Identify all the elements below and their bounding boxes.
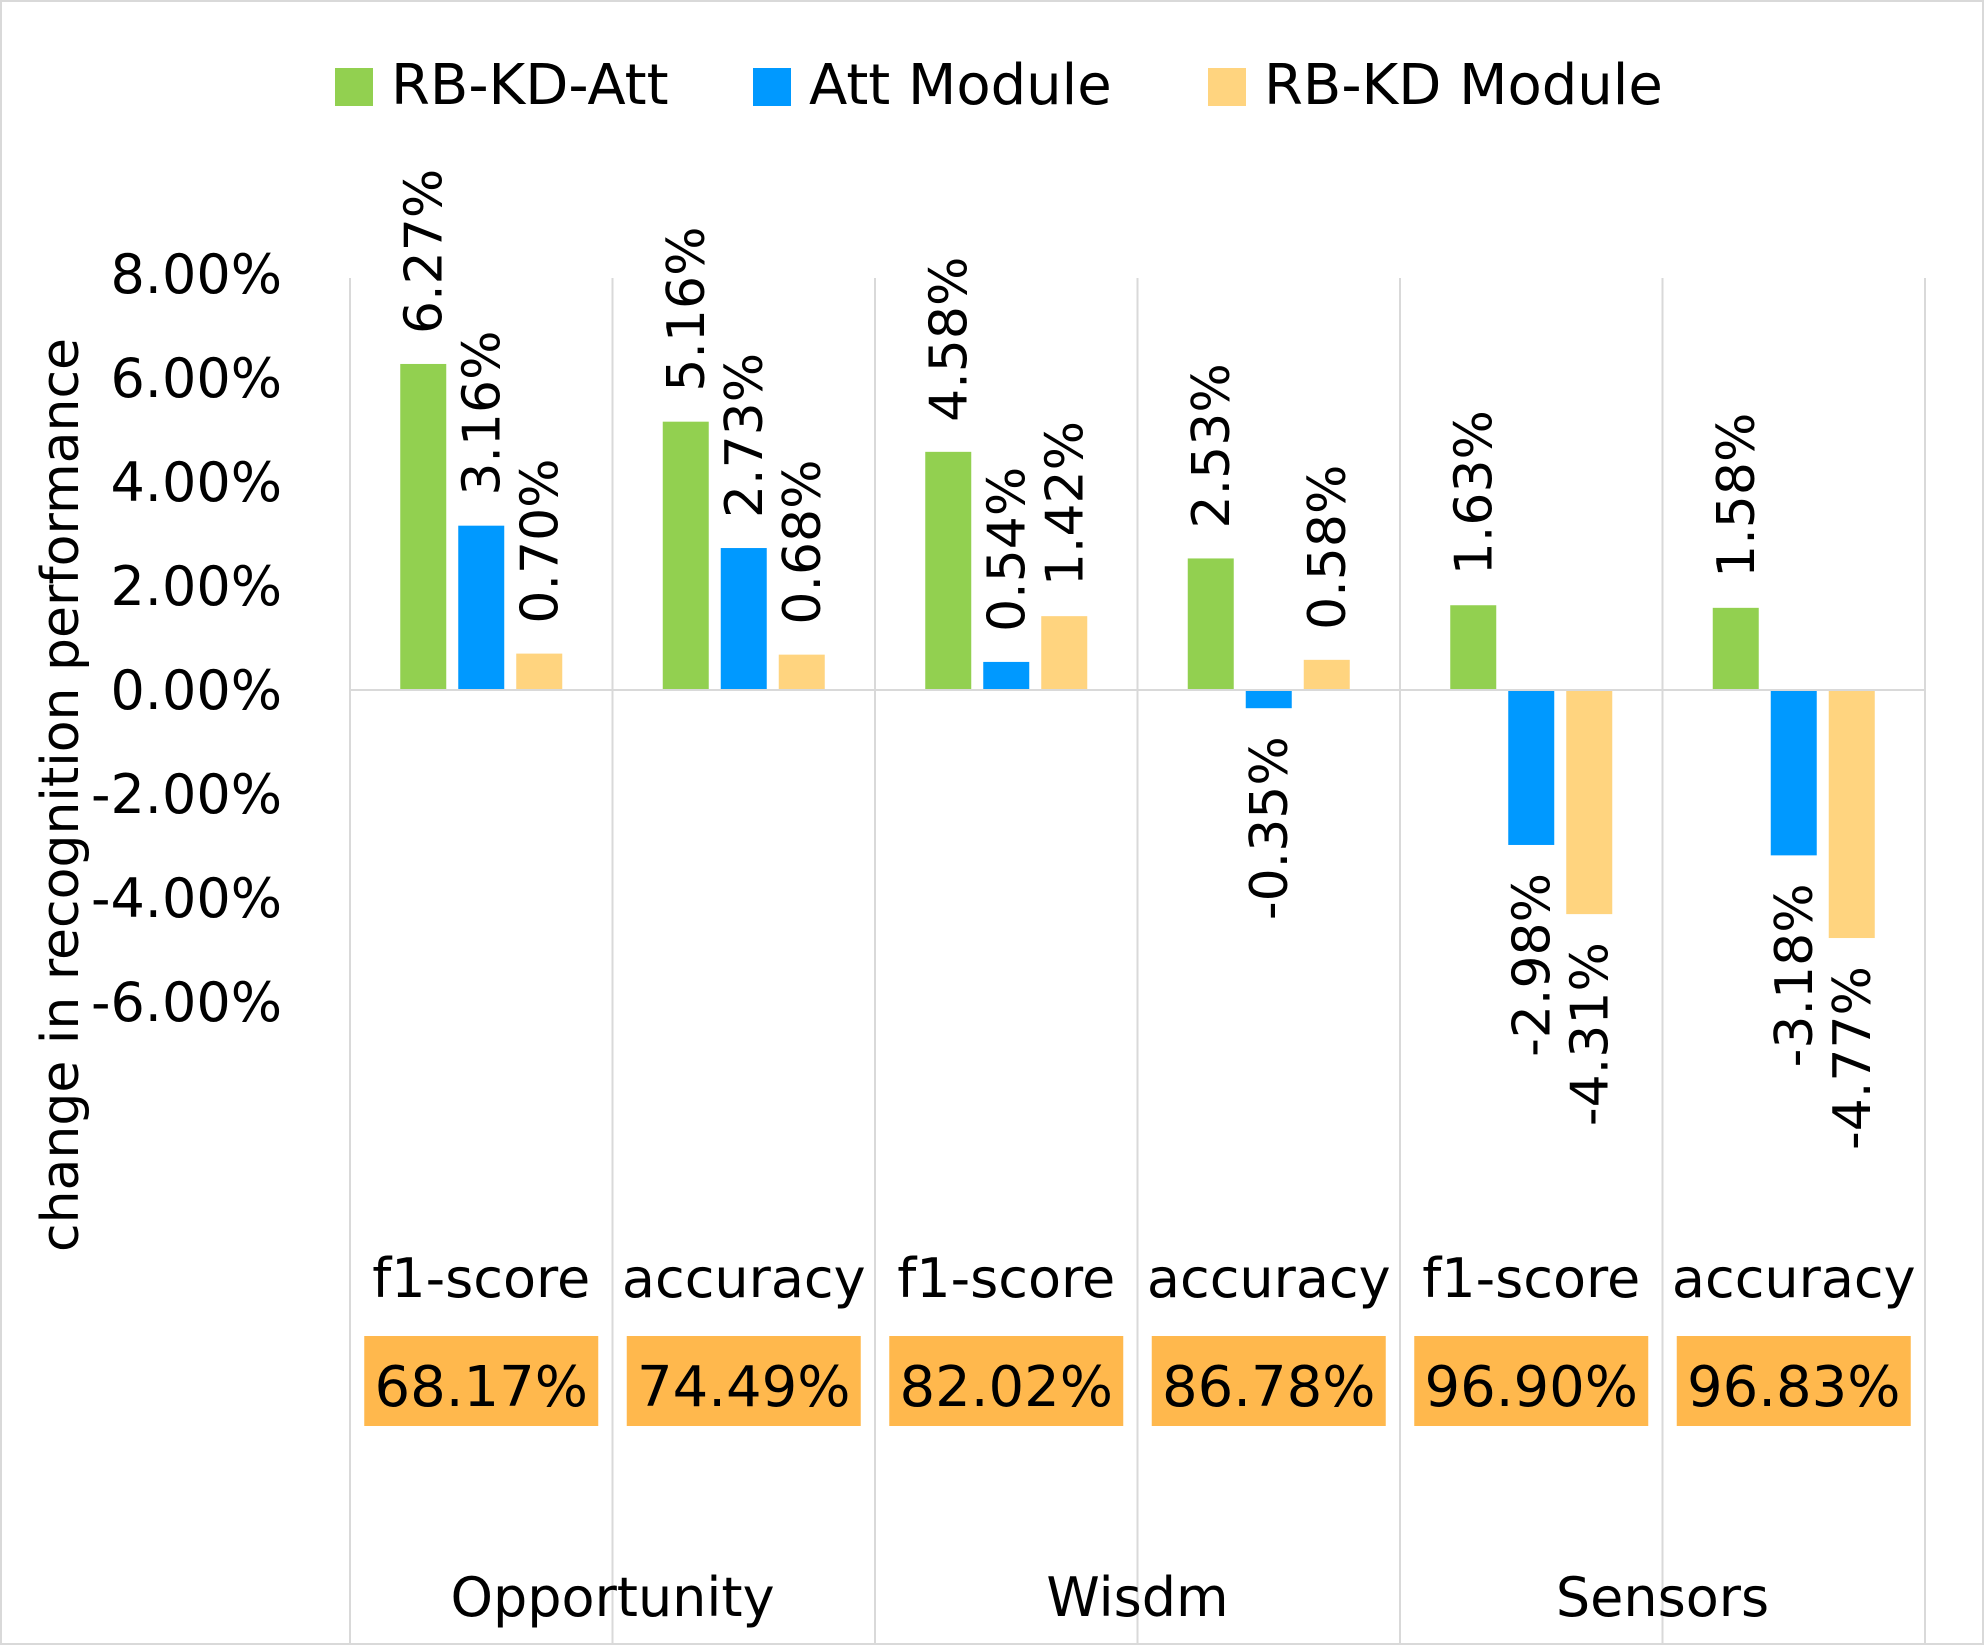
bar-1-3: [1245, 690, 1292, 709]
data-label-2-2: 1.42%: [1035, 421, 1095, 586]
y-tick-label-5: -2.00%: [91, 763, 282, 826]
baseline-badge-2: [889, 1336, 1124, 1426]
y-tick-label-1: 6.00%: [110, 347, 282, 410]
data-label-1-3: -0.35%: [1240, 736, 1300, 920]
bar-0-4: [1450, 605, 1497, 690]
y-tick-label-4: 0.00%: [110, 659, 282, 722]
data-label-1-4: -2.98%: [1502, 873, 1562, 1057]
y-axis-title-group: change in recognition performance: [31, 338, 91, 1252]
data-label-1-0: 3.16%: [452, 330, 512, 495]
category-separators: [349, 278, 1926, 1645]
bar-1-4: [1508, 690, 1555, 845]
bar-2-5: [1828, 690, 1875, 939]
bar-1-5: [1770, 690, 1817, 856]
data-label-0-1: 5.16%: [657, 226, 717, 391]
baseline-value-0: 68.17%: [374, 1355, 588, 1420]
group-label-2: Sensors: [1556, 1566, 1769, 1629]
legend-label-2: RB-KD Module: [1264, 53, 1663, 118]
y-tick-label-6: -4.00%: [91, 867, 282, 930]
bar-0-2: [925, 451, 972, 690]
y-tick-label-3: 2.00%: [110, 555, 282, 618]
metric-label-3: accuracy: [1147, 1247, 1391, 1310]
data-label-0-3: 2.53%: [1182, 363, 1242, 528]
data-label-0-2: 4.58%: [919, 257, 979, 422]
metric-label-5: accuracy: [1672, 1247, 1916, 1310]
y-tick-label-7: -6.00%: [91, 971, 282, 1034]
y-tick-label-0: 8.00%: [110, 243, 282, 306]
bars: [400, 363, 1875, 939]
baseline-badges: 68.17% 74.49% 82.02% 86.78% 96.90% 96.83%: [364, 1336, 1911, 1426]
data-label-0-4: 1.63%: [1444, 410, 1504, 575]
baseline-badge-0: [364, 1336, 599, 1426]
data-label-0-0: 6.27%: [394, 169, 454, 334]
metric-label-0: f1-score: [372, 1247, 590, 1310]
bar-0-5: [1712, 607, 1759, 690]
group-labels: Opportunity Wisdm Sensors: [450, 1566, 1769, 1629]
data-label-2-0: 0.70%: [510, 458, 570, 623]
data-label-2-4: -4.31%: [1560, 942, 1620, 1126]
bar-2-0: [516, 653, 563, 690]
data-label-1-5: -3.18%: [1765, 883, 1825, 1067]
baseline-value-2: 82.02%: [899, 1355, 1113, 1420]
legend-swatch-2: [1208, 68, 1246, 106]
data-label-0-5: 1.58%: [1707, 413, 1767, 578]
bar-1-2: [983, 661, 1030, 690]
bar-1-0: [458, 525, 505, 690]
metric-label-4: f1-score: [1422, 1247, 1640, 1310]
metric-label-2: f1-score: [897, 1247, 1115, 1310]
baseline-value-1: 74.49%: [637, 1355, 851, 1420]
data-label-1-1: 2.73%: [715, 353, 775, 518]
bar-2-3: [1303, 659, 1350, 690]
baseline-value-4: 96.90%: [1424, 1355, 1638, 1420]
metric-labels: f1-score accuracy f1-score accuracy f1-score…: [372, 1247, 1915, 1310]
bar-2-2: [1041, 616, 1088, 690]
bar-1-1: [720, 548, 767, 690]
group-label-1: Wisdm: [1046, 1566, 1228, 1629]
legend-swatch-1: [753, 68, 791, 106]
bar-0-3: [1187, 558, 1234, 690]
bar-0-0: [400, 363, 447, 690]
data-label-2-3: 0.58%: [1298, 465, 1358, 630]
legend-label-0: RB-KD-Att: [391, 53, 669, 118]
bar-2-4: [1566, 690, 1613, 915]
baseline-badge-1: [626, 1336, 861, 1426]
legend: RB-KD-Att Att Module RB-KD Module: [335, 53, 1663, 118]
y-ticks: 8.00% 6.00% 4.00% 2.00% 0.00% -2.00% -4.00% -6.…: [91, 243, 282, 1034]
y-axis-title: change in recognition performance: [31, 338, 91, 1252]
bar-0-1: [662, 421, 709, 690]
baseline-badge-3: [1151, 1336, 1386, 1426]
bar-2-1: [778, 654, 825, 690]
y-tick-label-2: 4.00%: [110, 451, 282, 514]
baseline-value-3: 86.78%: [1162, 1355, 1376, 1420]
data-labels: 6.27% 5.16% 4.58% 2.53% 1.63% 1.58% 3.16% 2.73%…: [394, 169, 1883, 1150]
data-label-2-5: -4.77%: [1823, 966, 1883, 1150]
metric-label-1: accuracy: [622, 1247, 866, 1310]
data-label-2-1: 0.68%: [773, 459, 833, 624]
baseline-badge-4: [1414, 1336, 1649, 1426]
data-label-1-2: 0.54%: [977, 467, 1037, 632]
baseline-badge-5: [1676, 1336, 1911, 1426]
baseline-value-5: 96.83%: [1687, 1355, 1901, 1420]
legend-swatch-0: [335, 68, 373, 106]
group-label-0: Opportunity: [450, 1566, 774, 1629]
legend-label-1: Att Module: [809, 53, 1112, 118]
